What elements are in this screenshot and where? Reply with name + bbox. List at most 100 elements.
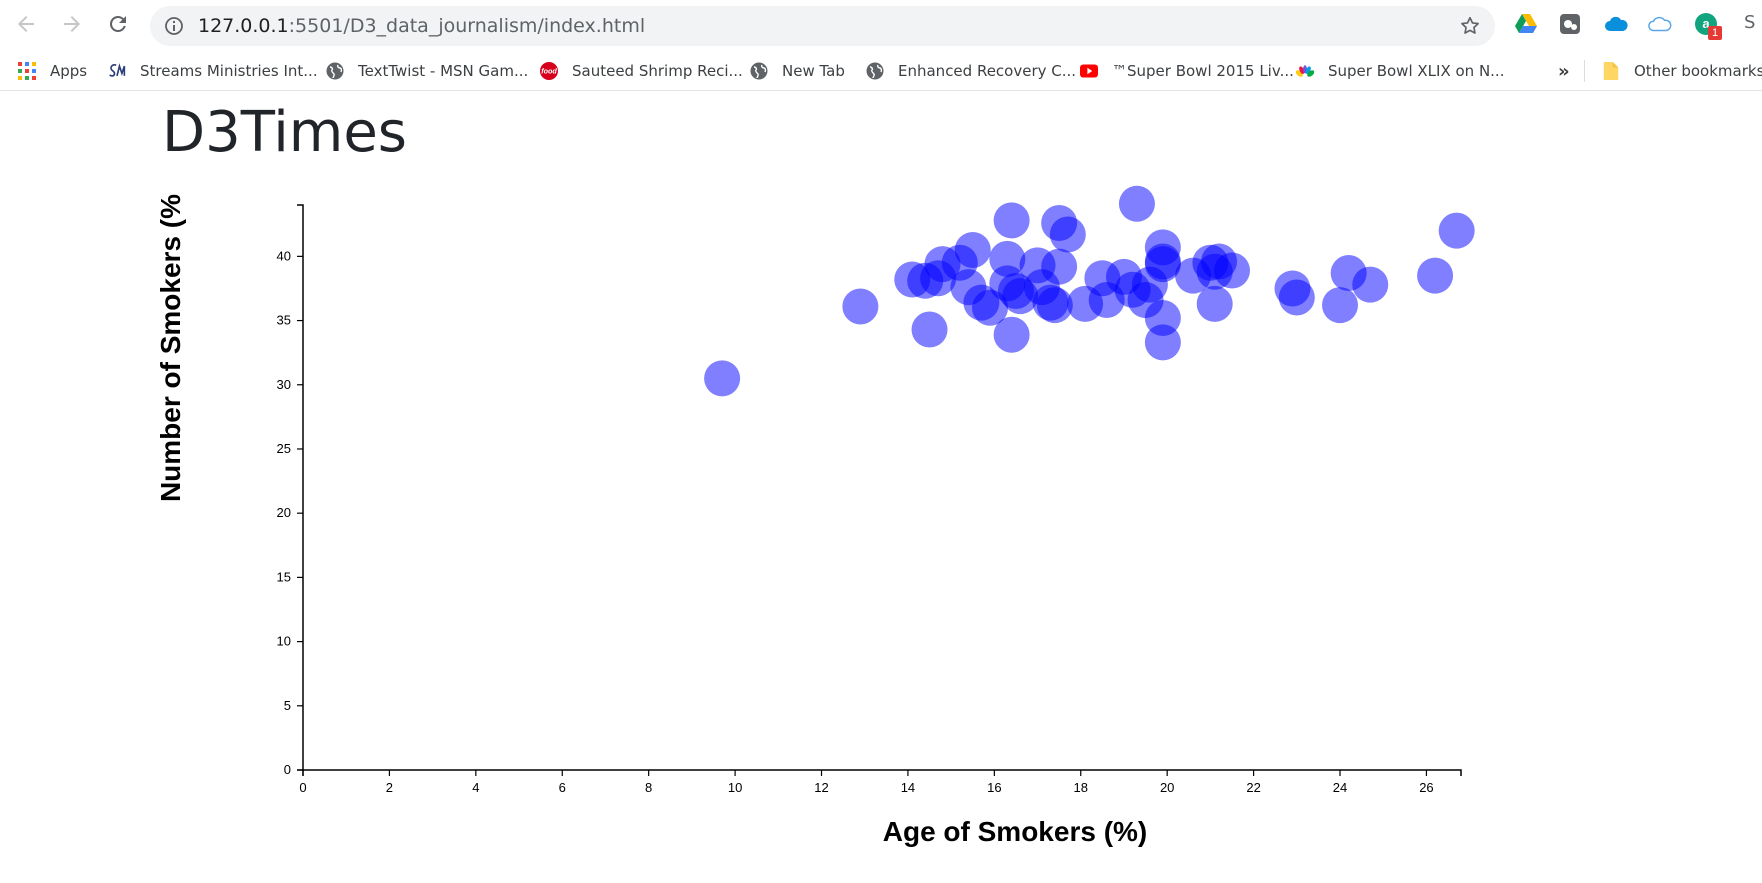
data-point [1417, 257, 1454, 294]
notification-badge: 1 [1708, 26, 1722, 40]
other-bookmarks[interactable]: Other bookmarks [1602, 52, 1762, 90]
extension-icon[interactable] [1558, 12, 1582, 36]
bookmark-new-tab[interactable]: New Tab [750, 52, 845, 90]
y-tick-label: 25 [277, 441, 291, 456]
y-tick-label: 35 [277, 313, 291, 328]
x-tick-label: 18 [1074, 780, 1088, 795]
y-tick-label: 30 [277, 377, 291, 392]
data-point [954, 231, 991, 268]
x-tick-label: 4 [472, 780, 479, 795]
bookmarks-bar: Apps Streams Ministries Int... TextTwist… [0, 52, 1762, 91]
y-axis-line [297, 204, 304, 771]
x-tick-label: 0 [299, 780, 306, 795]
forward-button[interactable] [56, 8, 88, 40]
bookmark-label: Streams Ministries Int... [140, 62, 318, 80]
x-tick-label: 22 [1246, 780, 1260, 795]
x-tick-label: 10 [728, 780, 742, 795]
x-tick-label: 8 [645, 780, 652, 795]
data-point [1144, 246, 1181, 283]
svg-text:a: a [1702, 16, 1710, 31]
data-point [1036, 287, 1073, 324]
nbc-peacock-icon [1296, 62, 1314, 80]
data-point [1049, 216, 1086, 253]
info-icon[interactable] [164, 16, 184, 36]
folder-icon [1602, 62, 1620, 80]
back-button[interactable] [10, 8, 42, 40]
sm-logo-icon [108, 62, 126, 80]
url-text[interactable]: 127.0.0.1:5501/D3_data_journalism/index.… [198, 15, 646, 37]
x-tick-label: 16 [987, 780, 1001, 795]
data-point [842, 288, 879, 325]
profile-extension-icon[interactable]: a 1 [1694, 12, 1722, 40]
bookmark-label: TextTwist - MSN Gam... [358, 62, 529, 80]
data-point [1041, 248, 1078, 285]
y-axis: 0 5 10 15 20 25 30 35 40 [277, 204, 304, 777]
y-tick-label: 20 [277, 505, 291, 520]
svg-text:food: food [541, 67, 557, 76]
bookmarks-divider [1584, 60, 1585, 82]
bookmark-super-bowl-xlix[interactable]: Super Bowl XLIX on N... [1296, 52, 1504, 90]
bookmark-sauteed-shrimp[interactable]: food Sauteed Shrimp Reci... [540, 52, 743, 90]
data-point [993, 202, 1030, 239]
address-bar[interactable]: 127.0.0.1:5501/D3_data_journalism/index.… [150, 6, 1495, 46]
data-point [1352, 266, 1389, 303]
x-axis: 0 2 4 6 8 10 12 14 16 18 20 22 24 26 [299, 769, 1462, 795]
back-arrow-icon [18, 16, 34, 32]
bookmark-label: Enhanced Recovery C... [898, 62, 1077, 80]
x-tick-label: 20 [1160, 780, 1174, 795]
x-tick-label: 2 [386, 780, 393, 795]
data-points [704, 185, 1475, 397]
data-point [1322, 287, 1359, 324]
y-tick-label: 5 [284, 698, 291, 713]
x-tick-label: 14 [901, 780, 915, 795]
other-bookmarks-label: Other bookmarks [1634, 62, 1762, 80]
x-tick-label: 6 [559, 780, 566, 795]
x-tick-label: 26 [1419, 780, 1433, 795]
y-tick-label: 0 [284, 762, 291, 777]
page-title: D3Times [162, 100, 407, 165]
data-point [1438, 212, 1475, 249]
forward-arrow-icon [64, 16, 80, 32]
x-axis-title: Age of Smokers (%) [883, 816, 1148, 847]
bookmark-apps[interactable]: Apps [18, 52, 87, 90]
bookmark-label: Super Bowl XLIX on N... [1328, 62, 1505, 80]
apps-grid-icon [18, 62, 36, 80]
browser-toolbar: 127.0.0.1:5501/D3_data_journalism/index.… [0, 0, 1762, 48]
y-tick-label: 15 [277, 569, 291, 584]
bookmark-label: ™Super Bowl 2015 Liv... [1112, 62, 1294, 80]
truncated-profile-text: S [1744, 12, 1756, 33]
data-point [1196, 285, 1233, 322]
x-axis-line [302, 769, 1462, 776]
globe-icon [866, 62, 884, 80]
data-point [1118, 185, 1155, 222]
bookmark-label: New Tab [782, 62, 845, 80]
reload-button[interactable] [102, 8, 134, 40]
bookmark-label: Apps [50, 62, 88, 80]
y-axis-title: Number of Smokers (% [155, 194, 186, 502]
x-tick-label: 12 [814, 780, 828, 795]
data-point [993, 316, 1030, 353]
bookmark-label: Sauteed Shrimp Reci... [572, 62, 743, 80]
bookmark-star-icon[interactable] [1459, 15, 1481, 37]
bookmark-streams-ministries[interactable]: Streams Ministries Int... [108, 52, 318, 90]
data-point [1278, 279, 1315, 316]
cloud-outline-icon[interactable] [1648, 12, 1672, 36]
food-logo-icon: food [540, 62, 558, 80]
bookmark-enhanced-recovery[interactable]: Enhanced Recovery C... [866, 52, 1076, 90]
bookmark-super-bowl-2015[interactable]: ™Super Bowl 2015 Liv... [1080, 52, 1294, 90]
onedrive-cloud-icon[interactable] [1604, 12, 1628, 36]
data-point [1213, 252, 1250, 289]
y-tick-label: 10 [277, 634, 291, 649]
reload-icon [109, 15, 126, 32]
bookmark-texttwist[interactable]: TextTwist - MSN Gam... [326, 52, 528, 90]
data-point [1144, 324, 1181, 361]
globe-icon [326, 62, 344, 80]
data-point [704, 360, 741, 397]
google-drive-icon[interactable] [1514, 12, 1538, 36]
globe-icon [750, 62, 768, 80]
bookmarks-overflow-button[interactable]: » [1558, 60, 1570, 82]
data-point [911, 311, 948, 348]
x-tick-label: 24 [1333, 780, 1347, 795]
youtube-icon [1080, 62, 1098, 80]
scatter-chart: 0 2 4 6 8 10 12 14 16 18 20 22 24 26 0510152025303540… [155, 185, 1475, 847]
